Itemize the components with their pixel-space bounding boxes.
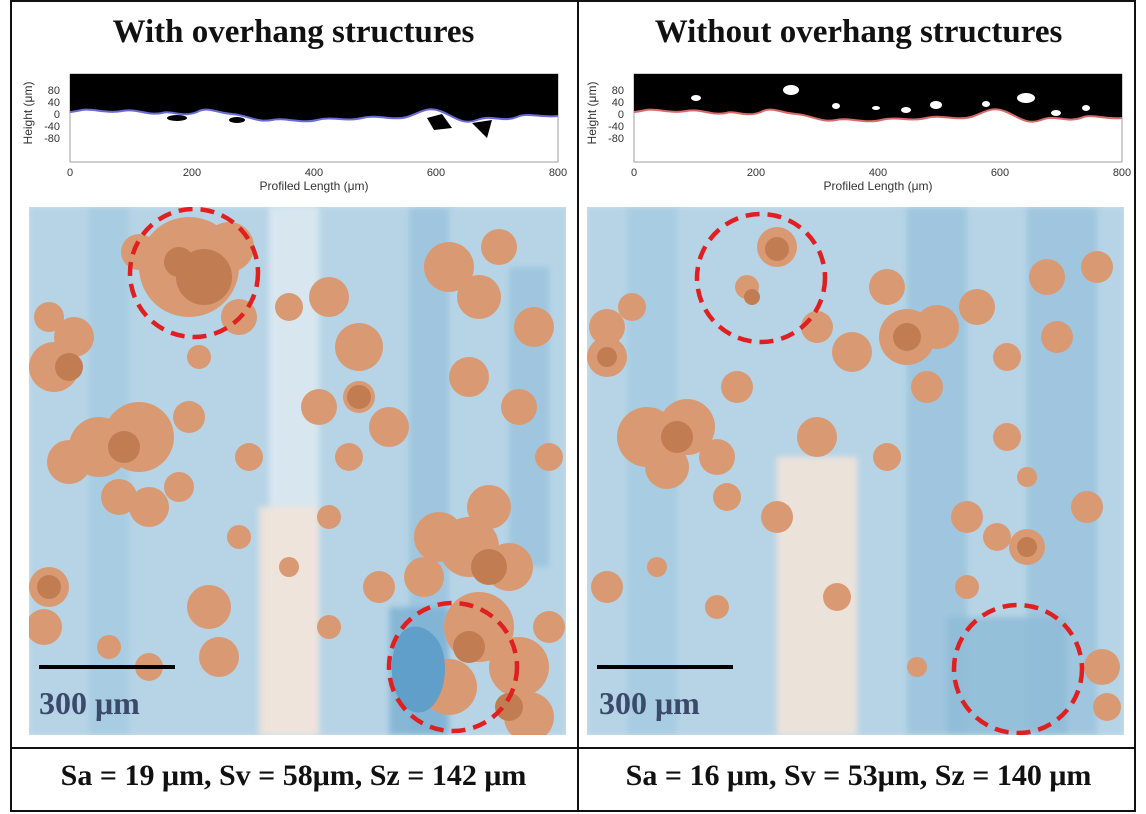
ytick: 40	[48, 97, 60, 109]
profile-plot-left: Height (μm) 80 40 0 -40 -80 0 200 400 60…	[22, 73, 567, 193]
column-divider	[577, 0, 579, 812]
xtick: 800	[549, 167, 567, 179]
profile-ylabel: Height (μm)	[22, 82, 35, 145]
panel-title-right: Without overhang structures	[654, 14, 1063, 50]
scale-bar-label: 300 μm	[39, 685, 140, 721]
row-divider	[10, 747, 1136, 749]
xtick: 600	[991, 167, 1009, 179]
profile-ylabel: Height (μm)	[586, 82, 599, 145]
roughness-metrics-left: Sa = 19 μm, Sv = 58μm, Sz = 142 μm	[60, 759, 527, 792]
xtick: 200	[747, 167, 765, 179]
ytick: 0	[54, 109, 60, 121]
xtick: 600	[427, 167, 445, 179]
ytick: 80	[48, 85, 60, 97]
xtick: 400	[869, 167, 887, 179]
ytick: -40	[44, 121, 60, 133]
roughness-metrics-right: Sa = 16 μm, Sv = 53μm, Sz = 140 μm	[625, 759, 1092, 792]
xtick: 0	[631, 167, 637, 179]
ytick: -40	[608, 121, 624, 133]
ytick: 40	[612, 97, 624, 109]
highlight-circle-top	[694, 211, 828, 345]
ytick: -80	[44, 133, 60, 145]
profile-xlabel: Profiled Length (μm)	[260, 179, 369, 193]
scale-bar	[39, 665, 175, 669]
scale-bar	[597, 665, 733, 669]
xtick: 400	[305, 167, 323, 179]
scale-bar-label: 300 μm	[599, 685, 700, 721]
height-map-image	[29, 207, 566, 735]
profile-xlabel: Profiled Length (μm)	[824, 179, 933, 193]
highlight-circle-bottom	[386, 600, 520, 734]
xtick: 800	[1113, 167, 1131, 179]
xtick: 200	[183, 167, 201, 179]
height-map-image	[587, 207, 1124, 735]
highlight-circle-bottom	[951, 602, 1085, 735]
highlight-circle-top	[127, 207, 261, 340]
xtick: 0	[67, 167, 73, 179]
surface-map-left: 300 μm	[29, 207, 566, 735]
ytick: 80	[612, 85, 624, 97]
panel-title-left: With overhang structures	[112, 14, 475, 50]
surface-map-right: 300 μm	[587, 207, 1124, 735]
figure-frame	[10, 0, 1136, 812]
profile-plot-right: Height (μm) 80 40 0 -40 -80 0 200 400 60…	[586, 73, 1131, 193]
ytick: -80	[608, 133, 624, 145]
ytick: 0	[618, 109, 624, 121]
